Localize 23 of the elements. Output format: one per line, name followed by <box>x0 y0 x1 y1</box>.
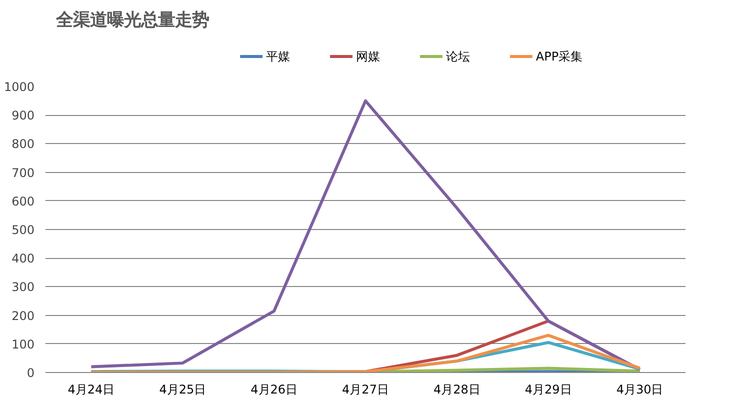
y-tick-label: 1000 <box>4 80 35 94</box>
x-tick-label: 4月27日 <box>342 382 389 396</box>
x-tick-label: 4月29日 <box>524 382 572 396</box>
x-tick-label: 4月26日 <box>250 382 298 396</box>
y-tick-label: 0 <box>26 366 35 380</box>
chart-title: 全渠道曝光总量走势 <box>54 10 209 30</box>
y-tick-label: 800 <box>12 137 34 152</box>
x-tick-label: 4月24日 <box>68 382 115 396</box>
y-tick-label: 700 <box>12 166 34 180</box>
x-tick-label: 4月25日 <box>159 382 206 396</box>
legend-label: APP采集 <box>536 50 583 64</box>
y-tick-label: 900 <box>12 108 34 123</box>
legend-label: 论坛 <box>446 50 470 64</box>
y-tick-label: 300 <box>12 280 34 294</box>
y-tick-label: 100 <box>12 337 34 352</box>
y-tick-label: 400 <box>12 252 34 266</box>
y-tick-label: 600 <box>12 194 34 208</box>
legend-label: 网媒 <box>356 50 380 64</box>
y-tick-label: 500 <box>12 223 34 237</box>
legend-label: 平媒 <box>266 50 290 64</box>
x-tick-label: 4月28日 <box>433 382 480 396</box>
y-tick-label: 200 <box>12 308 34 323</box>
x-tick-label: 4月30日 <box>616 382 664 396</box>
